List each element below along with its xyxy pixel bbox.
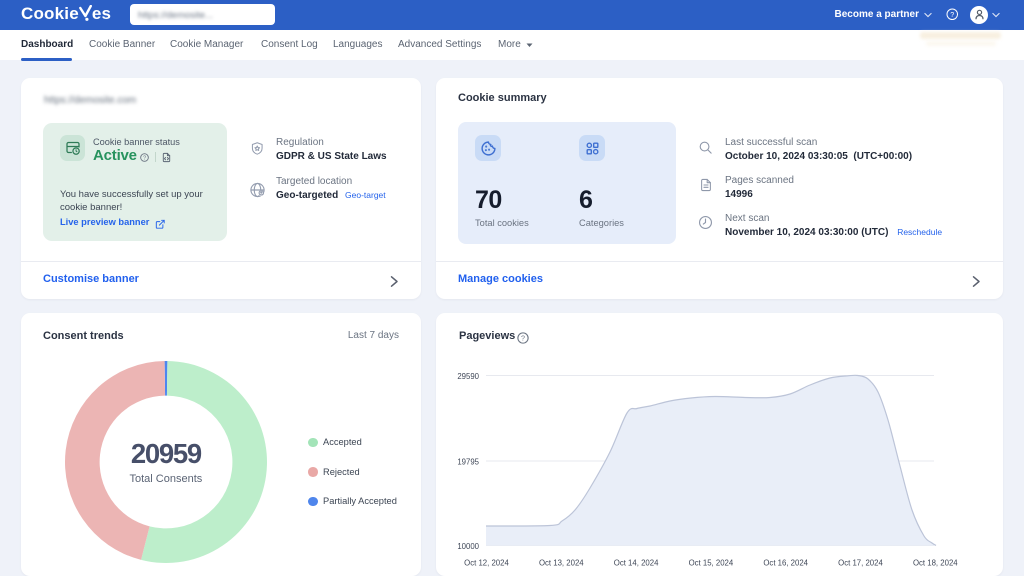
svg-text:Oct 13, 2024: Oct 13, 2024 <box>539 559 584 568</box>
svg-text:19795: 19795 <box>457 458 479 467</box>
svg-text:Oct 16, 2024: Oct 16, 2024 <box>763 559 808 568</box>
svg-text:10000: 10000 <box>457 542 479 551</box>
svg-text:Oct 12, 2024: Oct 12, 2024 <box>464 559 509 568</box>
svg-text:?: ? <box>521 335 525 343</box>
svg-text:Oct 14, 2024: Oct 14, 2024 <box>614 559 659 568</box>
svg-text:29590: 29590 <box>457 372 479 381</box>
svg-text:?: ? <box>143 155 146 161</box>
svg-text:?: ? <box>950 11 954 19</box>
svg-text:Oct 15, 2024: Oct 15, 2024 <box>689 559 734 568</box>
svg-text:Oct 17, 2024: Oct 17, 2024 <box>838 559 883 568</box>
svg-text:Oct 18, 2024: Oct 18, 2024 <box>913 559 958 568</box>
